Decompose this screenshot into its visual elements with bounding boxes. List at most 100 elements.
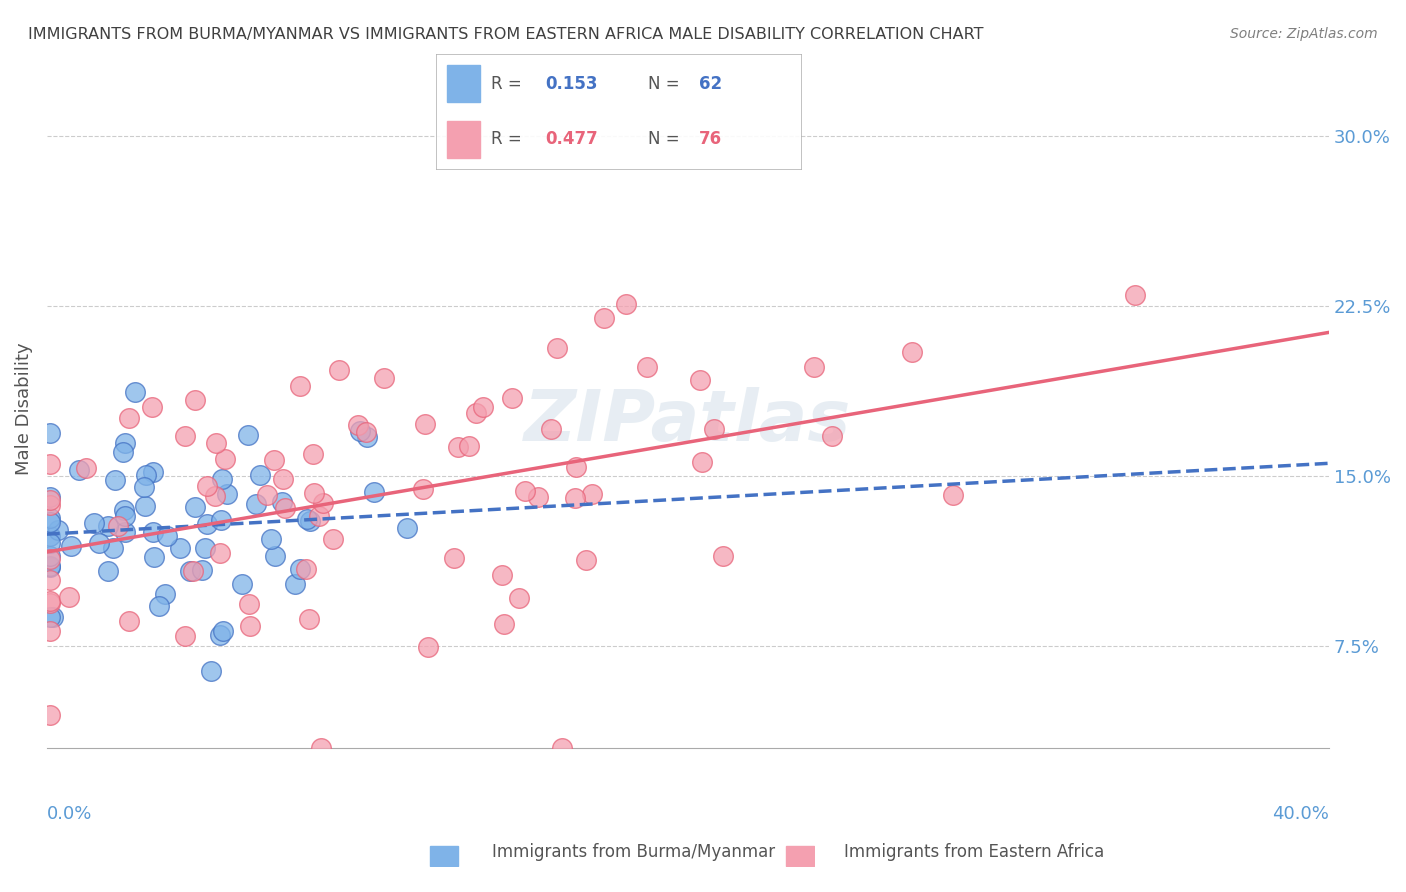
Text: N =: N = — [648, 130, 685, 148]
Point — [204, 489, 226, 503]
Point — [39, 515, 62, 529]
Point — [46, 523, 69, 537]
Point — [396, 521, 419, 535]
Point — [39, 610, 62, 624]
Point — [39, 552, 62, 566]
Text: 40.0%: 40.0% — [1272, 805, 1329, 823]
Point — [184, 500, 207, 514]
Point — [447, 440, 470, 454]
Point — [39, 490, 62, 504]
Point — [101, 541, 124, 555]
Point — [301, 447, 323, 461]
Point — [83, 516, 105, 530]
Point — [39, 511, 62, 525]
Point — [328, 362, 350, 376]
Point — [443, 550, 465, 565]
Point — [200, 664, 222, 678]
Point — [231, 577, 253, 591]
Point — [143, 550, 166, 565]
Point — [540, 422, 562, 436]
Text: R =: R = — [491, 130, 527, 148]
Point — [312, 496, 335, 510]
Point — [135, 467, 157, 482]
Point — [39, 426, 62, 441]
Point — [1123, 288, 1146, 302]
Point — [208, 546, 231, 560]
Point — [41, 610, 63, 624]
Point — [211, 472, 233, 486]
Point — [184, 393, 207, 408]
Text: Immigrants from Burma/Myanmar: Immigrants from Burma/Myanmar — [492, 843, 775, 861]
Point — [236, 428, 259, 442]
Point — [112, 503, 135, 517]
Point — [58, 590, 80, 604]
Point — [284, 576, 307, 591]
Point — [564, 491, 586, 506]
Point — [67, 462, 90, 476]
Point — [690, 455, 713, 469]
Point — [308, 508, 330, 523]
Point — [900, 344, 922, 359]
Point — [256, 488, 278, 502]
Point — [238, 597, 260, 611]
Text: IMMIGRANTS FROM BURMA/MYANMAR VS IMMIGRANTS FROM EASTERN AFRICA MALE DISABILITY : IMMIGRANTS FROM BURMA/MYANMAR VS IMMIGRA… — [28, 27, 984, 42]
Text: ZIPatlas: ZIPatlas — [524, 387, 852, 457]
Point — [711, 549, 734, 563]
Point — [354, 425, 377, 440]
Point — [194, 541, 217, 555]
Point — [942, 488, 965, 502]
Point — [39, 529, 62, 543]
Point — [39, 549, 62, 564]
Point — [174, 429, 197, 443]
Point — [508, 591, 530, 606]
Point — [290, 379, 312, 393]
Point — [412, 482, 434, 496]
Bar — [447, 65, 479, 103]
Point — [118, 614, 141, 628]
Point — [173, 629, 195, 643]
Point — [142, 525, 165, 540]
Point — [112, 445, 135, 459]
Point — [142, 465, 165, 479]
Point — [97, 564, 120, 578]
Point — [270, 495, 292, 509]
Point — [212, 624, 235, 638]
Text: 0.0%: 0.0% — [46, 805, 93, 823]
Y-axis label: Male Disability: Male Disability — [15, 342, 32, 475]
Point — [179, 564, 201, 578]
Point — [636, 360, 658, 375]
Point — [581, 487, 603, 501]
Point — [349, 424, 371, 438]
Point — [132, 480, 155, 494]
Point — [245, 497, 267, 511]
Point — [39, 558, 62, 573]
Point — [39, 536, 62, 550]
Point — [418, 640, 440, 654]
Point — [565, 460, 588, 475]
Point — [104, 473, 127, 487]
Point — [703, 422, 725, 436]
Point — [821, 429, 844, 443]
Point — [527, 490, 550, 504]
Point — [195, 517, 218, 532]
Point — [616, 296, 638, 310]
Point — [309, 741, 332, 756]
Point — [148, 599, 170, 614]
Point — [75, 461, 97, 475]
Point — [141, 400, 163, 414]
Point — [114, 508, 136, 523]
Point — [249, 468, 271, 483]
Point — [464, 406, 486, 420]
Point — [208, 628, 231, 642]
Point — [322, 532, 344, 546]
Point — [39, 597, 62, 611]
Point — [124, 384, 146, 399]
Point — [87, 536, 110, 550]
Point — [39, 708, 62, 723]
Point — [169, 541, 191, 556]
Point — [356, 430, 378, 444]
Point — [191, 563, 214, 577]
Point — [373, 371, 395, 385]
Point — [299, 514, 322, 528]
Point — [575, 553, 598, 567]
